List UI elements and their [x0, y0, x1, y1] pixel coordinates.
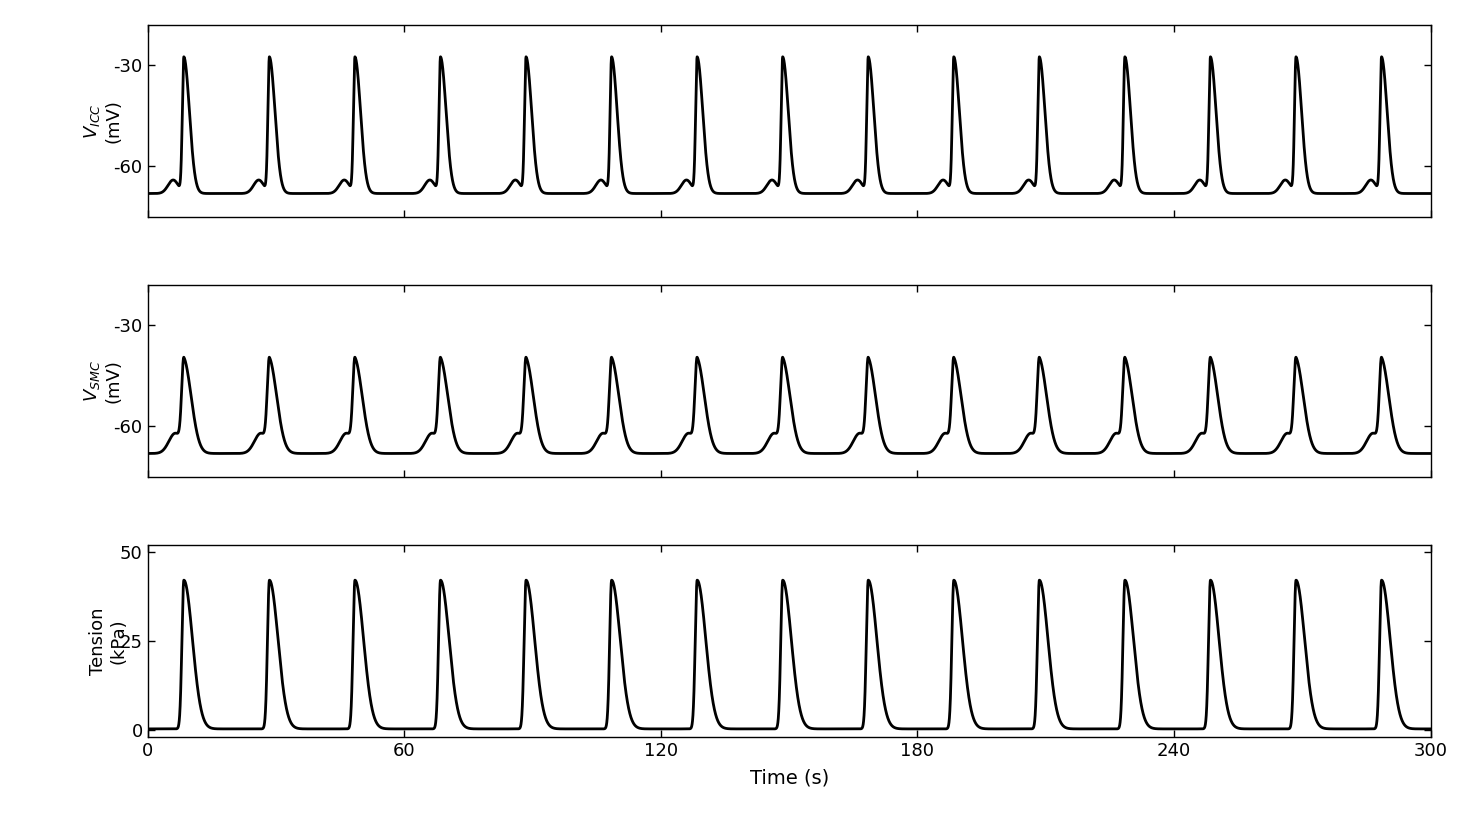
- Y-axis label: $V_{SMC}$
(mV): $V_{SMC}$ (mV): [83, 359, 122, 403]
- X-axis label: Time (s): Time (s): [749, 768, 829, 787]
- Y-axis label: Tension
(kPa): Tension (kPa): [88, 607, 128, 675]
- Y-axis label: $V_{ICC}$
(mV): $V_{ICC}$ (mV): [83, 99, 122, 143]
